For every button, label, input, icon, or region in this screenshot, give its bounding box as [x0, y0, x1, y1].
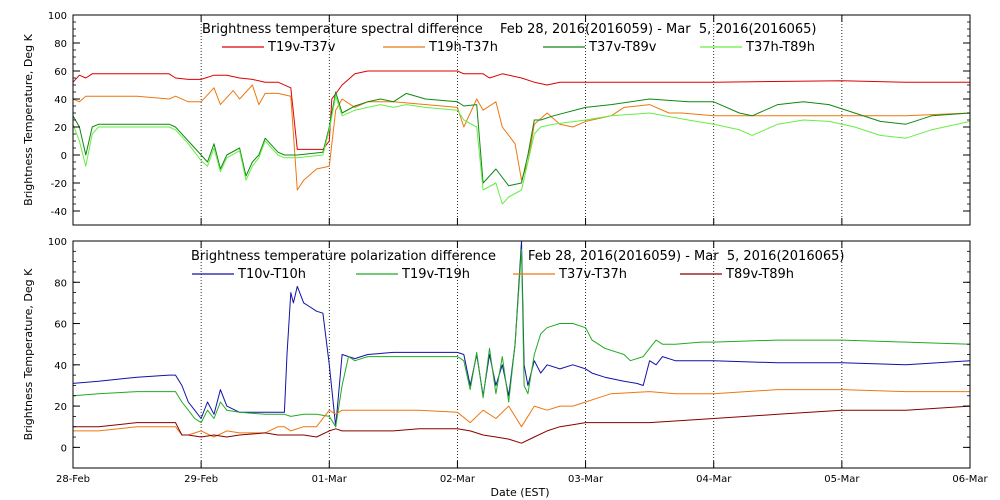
x-tick-label: 01-Mar	[312, 474, 348, 485]
legend-label: T37v-T37h	[558, 267, 627, 282]
y-tick-label: 20	[54, 123, 67, 134]
y-tick-label: 60	[54, 320, 67, 331]
spectral-difference-panel: T19v-T37v T19h-T37h T37v-T89v T37h-T89h -40 -…	[22, 11, 971, 226]
y-tick-label: 100	[48, 237, 67, 248]
y-tick-label: 80	[54, 39, 67, 50]
legend-label: T37v-T89v	[588, 40, 657, 55]
y-tick-label: 80	[54, 278, 67, 289]
y-tick-label: -40	[51, 207, 67, 218]
y-tick-label: 0	[61, 443, 67, 454]
y-tick-label: -20	[51, 179, 67, 190]
y-tick-label: 100	[48, 11, 67, 22]
x-tick-label: 03-Mar	[568, 474, 604, 485]
y-axis-title: Brightness Temperature, Deg K	[22, 268, 35, 440]
y-tick-label: 40	[54, 361, 67, 372]
y-tick-label: 60	[54, 67, 67, 78]
y-tick-label: 40	[54, 95, 67, 106]
x-tick-label: 05-Mar	[824, 474, 860, 485]
legend-label: T10v-T10h	[237, 267, 306, 282]
series-line-t19v-t37v	[72, 70, 970, 150]
legend-label: T19h-T37h	[428, 40, 498, 55]
polarization-difference-panel: T10v-T10h T19v-T19h T37v-T37h T89v-T89h 0 20 4…	[22, 237, 988, 485]
x-axis-title: Date (EST)	[490, 486, 549, 499]
series-line-t37v-t89v	[72, 91, 971, 187]
series-line-t10v-t10h	[72, 240, 971, 428]
y-axis-title: Brightness Temperature, Deg K	[22, 33, 35, 205]
panel-date-range: Feb 28, 2016(2016059) - Mar 5, 2016(2016…	[528, 249, 845, 264]
series-line-t37v-t37h	[73, 389, 970, 438]
x-tick-label: 04-Mar	[696, 474, 732, 485]
series-line-t19v-t19h	[72, 248, 971, 428]
x-tick-label: 28-Feb	[56, 474, 90, 485]
legend-label: T37h-T89h	[745, 40, 815, 55]
legend-label: T19v-T19h	[401, 267, 470, 282]
legend-label: T19v-T37v	[267, 40, 336, 55]
panel-title: Brightness temperature polarization diff…	[191, 249, 496, 264]
legend-label: T89v-T89h	[725, 267, 794, 282]
series-line-t89v-t89h	[73, 405, 971, 444]
y-tick-label: 20	[54, 402, 67, 413]
y-tick-label: 0	[61, 151, 67, 162]
x-tick-label: 29-Feb	[184, 474, 218, 485]
x-tick-label: 02-Mar	[440, 474, 476, 485]
panel-date-range: Feb 28, 2016(2016059) - Mar 5, 2016(2016…	[500, 22, 817, 37]
series-line-t37h-t89h	[72, 95, 971, 205]
panel-title: Brightness temperature spectral differen…	[202, 22, 483, 37]
x-tick-label: 06-Mar	[952, 474, 988, 485]
